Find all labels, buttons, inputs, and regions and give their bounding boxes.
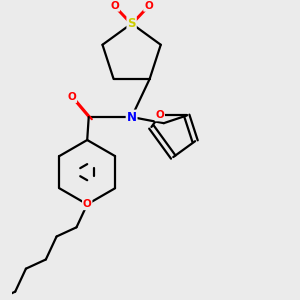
Text: O: O bbox=[144, 1, 153, 11]
Text: S: S bbox=[128, 17, 136, 30]
Text: O: O bbox=[83, 199, 92, 209]
Text: O: O bbox=[155, 110, 164, 121]
Text: O: O bbox=[110, 1, 119, 11]
Text: N: N bbox=[127, 110, 136, 124]
Text: O: O bbox=[68, 92, 76, 102]
